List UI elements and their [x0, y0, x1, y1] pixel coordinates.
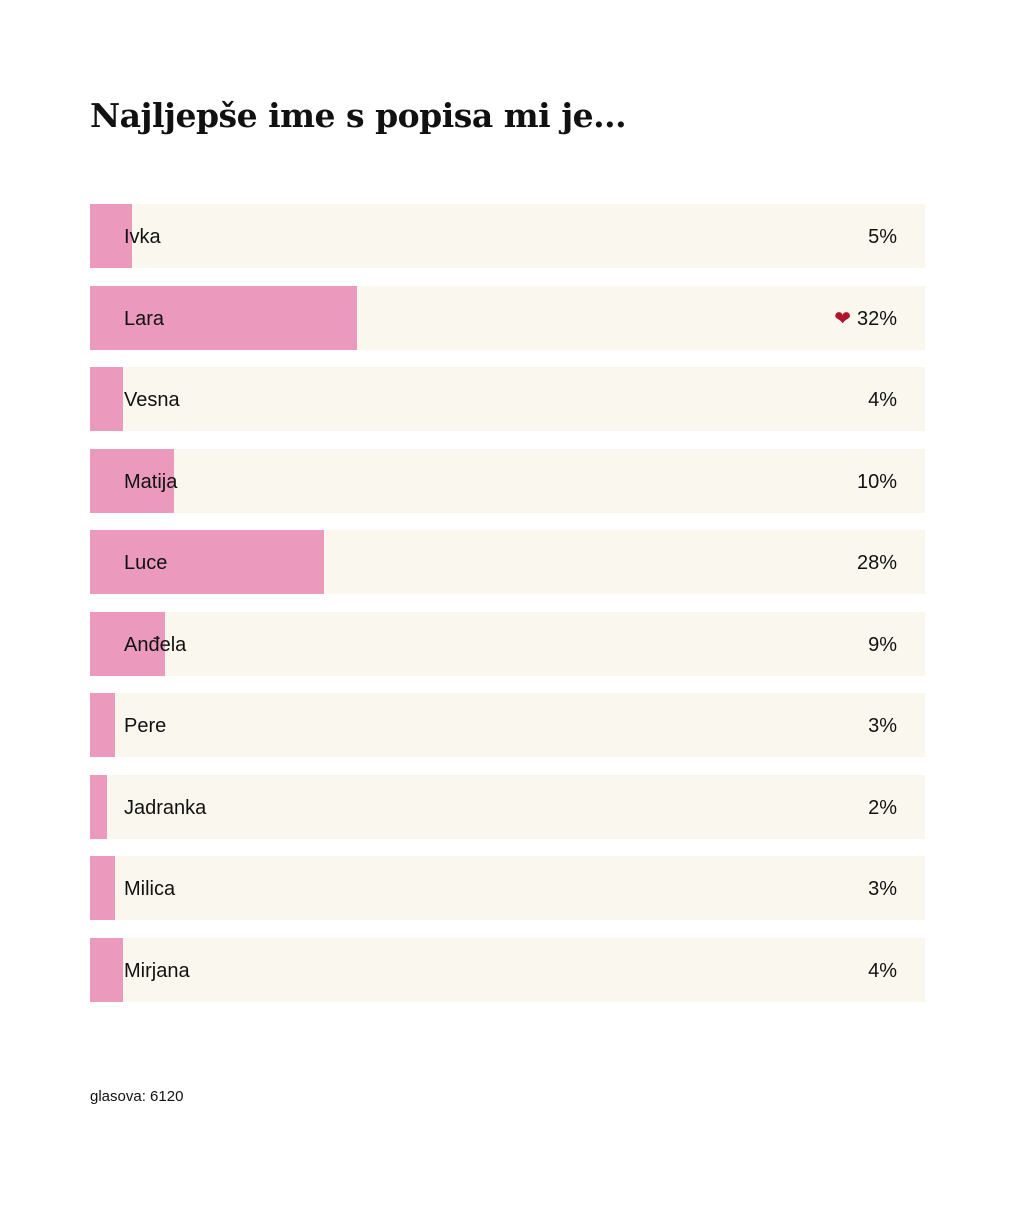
- option-value: ❤ 32%: [834, 286, 897, 352]
- heart-icon: ❤: [834, 307, 851, 330]
- result-bar: [90, 611, 166, 676]
- option-name: Matija: [124, 470, 178, 493]
- option-name: Luce: [124, 552, 168, 574]
- option-value: ❤4%: [868, 367, 897, 433]
- option-percent: 32%: [856, 307, 897, 330]
- poll-option[interactable]: Vesna ❤4%: [90, 367, 925, 431]
- poll-option[interactable]: Anđela ❤9%: [90, 611, 925, 678]
- option-percent: 9%: [868, 633, 897, 656]
- option-percent: 4%: [868, 959, 897, 982]
- poll-option[interactable]: Jadranka ❤2%: [90, 774, 925, 841]
- result-bar: [90, 693, 116, 757]
- result-bar: [90, 285, 358, 350]
- option-name: Ivka: [124, 226, 161, 248]
- option-name: Mirjana: [124, 959, 190, 982]
- result-bar: [90, 204, 132, 268]
- option-value: ❤5%: [868, 204, 897, 270]
- option-value: ❤3%: [868, 693, 897, 759]
- option-name: Pere: [124, 715, 167, 737]
- result-bar: [90, 937, 124, 1002]
- poll-option[interactable]: Lara ❤ 32%: [90, 285, 925, 352]
- option-value: ❤28%: [857, 530, 897, 596]
- option-percent: 5%: [868, 226, 897, 248]
- poll-options: Ivka ❤5% Lara ❤32% Vesna ❤4% Matija ❤10%…: [90, 204, 925, 1019]
- option-percent: 3%: [868, 715, 897, 737]
- result-bar: [90, 774, 107, 839]
- option-value: ❤2%: [868, 775, 897, 841]
- option-name: Lara: [124, 307, 165, 330]
- option-percent: 3%: [868, 878, 897, 900]
- result-bar: [90, 448, 174, 513]
- option-value: ❤9%: [868, 612, 897, 678]
- poll-option[interactable]: Matija ❤10%: [90, 448, 925, 515]
- poll-title: Najljepše ime s popisa mi je...: [90, 96, 627, 135]
- option-percent: 2%: [868, 796, 897, 819]
- option-percent: 10%: [856, 470, 897, 493]
- vote-count: glasova: 6120: [90, 1088, 184, 1105]
- option-name: Milica: [124, 878, 176, 900]
- option-percent: 4%: [868, 389, 897, 411]
- result-bar: [90, 367, 124, 431]
- option-name: Vesna: [124, 389, 180, 411]
- option-value: ❤10%: [857, 449, 897, 515]
- option-percent: 28%: [856, 552, 897, 574]
- option-value: ❤4%: [868, 938, 897, 1004]
- result-bar: [90, 530, 324, 594]
- poll-option[interactable]: Milica ❤3%: [90, 856, 925, 920]
- poll-option[interactable]: Mirjana ❤4%: [90, 937, 925, 1004]
- option-name: Jadranka: [124, 796, 207, 819]
- option-name: Anđela: [124, 633, 187, 656]
- option-value: ❤3%: [868, 856, 897, 922]
- poll-option[interactable]: Luce ❤28%: [90, 530, 925, 594]
- poll-option[interactable]: Pere ❤3%: [90, 693, 925, 757]
- result-bar: [90, 856, 116, 920]
- poll-option[interactable]: Ivka ❤5%: [90, 204, 925, 268]
